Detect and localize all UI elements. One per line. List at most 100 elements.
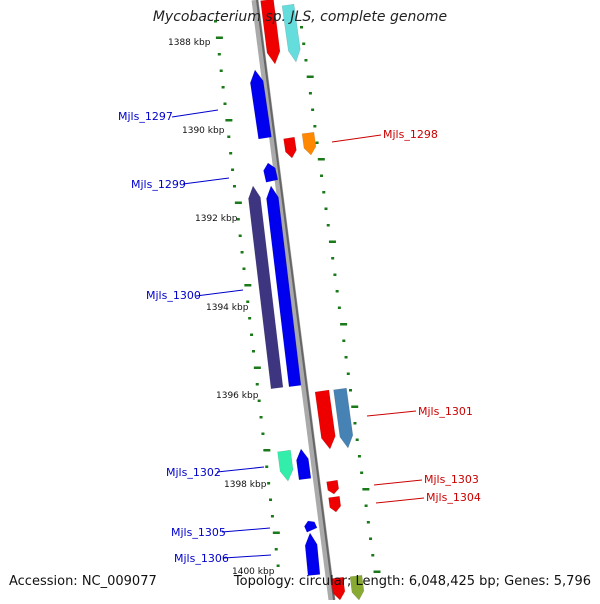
gene-mjls-1298b	[301, 131, 317, 156]
scale-tick-right	[342, 339, 346, 342]
genome-backbone	[251, 0, 336, 601]
scale-tick-right	[373, 570, 381, 573]
scale-tick-right	[340, 323, 348, 326]
leader-mjls-1302	[216, 466, 265, 473]
scale-tick-right	[351, 405, 359, 408]
scale-tick-left	[265, 465, 269, 468]
scale-tick-right	[304, 59, 308, 62]
scale-tick-left	[244, 284, 252, 287]
scale-label-1400: 1400 kbp	[232, 567, 275, 577]
gene-label-mjls-1304: Mjls_1304	[426, 491, 481, 504]
scale-tick-right	[324, 207, 328, 210]
scale-tick-right	[333, 273, 337, 276]
map-title: Mycobacterium sp. JLS, complete genome	[152, 9, 448, 25]
scale-tick-right	[337, 306, 341, 309]
scale-tick-left	[246, 300, 250, 303]
scale-tick-right	[308, 92, 312, 95]
scale-tick-left	[217, 53, 221, 56]
gene-label-mjls-1299: Mjls_1299	[131, 178, 186, 191]
scale-tick-right	[322, 191, 326, 194]
gene-red-bottom	[330, 576, 346, 601]
scale-tick-right	[366, 521, 370, 524]
gene-mjls-1304	[328, 495, 342, 513]
gene-mjls-1300	[248, 185, 284, 390]
scale-label-1396: 1396 kbp	[216, 391, 259, 401]
gene-mjls-1305	[304, 520, 318, 533]
gene-olive-bottom	[349, 574, 365, 601]
scale-tick-left	[223, 102, 227, 105]
scale-tick-left	[240, 251, 244, 254]
gene-label-mjls-1300: Mjls_1300	[146, 289, 201, 302]
scale-label-1390: 1390 kbp	[182, 126, 225, 136]
scale-tick-left	[236, 218, 240, 221]
scale-tick-right	[355, 438, 359, 441]
scale-tick-right	[344, 356, 348, 359]
scale-tick-left	[221, 86, 225, 89]
scale-label-1394: 1394 kbp	[206, 303, 249, 313]
gene-label-mjls-1298: Mjls_1298	[383, 128, 438, 141]
leader-mjls-1306	[223, 554, 272, 559]
scale-tick-left	[255, 383, 259, 386]
gene-mjls-1301	[314, 389, 336, 450]
scale-tick-right	[364, 504, 368, 507]
scale-tick-left	[263, 449, 271, 452]
scale-label-1392: 1392 kbp	[195, 214, 238, 224]
scale-tick-left	[251, 350, 255, 353]
gene-mjls-1306	[304, 532, 321, 576]
scale-tick-right	[346, 372, 350, 375]
scale-tick-right	[357, 455, 361, 458]
gene-mjls-1303	[326, 479, 340, 495]
gene-mjls-1299	[263, 162, 279, 183]
scale-tick-right	[306, 75, 314, 78]
scale-tick-right	[302, 42, 306, 45]
gene-red-top	[260, 0, 281, 65]
scale-tick-left	[253, 366, 261, 369]
scale-tick-right	[328, 240, 336, 243]
gene-label-mjls-1303: Mjls_1303	[424, 473, 479, 486]
scale-tick-right	[371, 554, 375, 557]
gene-mjls-1302	[277, 449, 294, 482]
scale-tick-right	[360, 471, 364, 474]
scale-tick-left	[225, 119, 233, 122]
scale-tick-right	[300, 26, 303, 29]
gene-cyan-top	[281, 3, 301, 63]
leader-mjls-1299	[182, 177, 230, 185]
scale-tick-left	[232, 185, 236, 188]
gene-mjls-1302b	[296, 448, 312, 481]
leader-mjls-1297	[171, 109, 219, 118]
scale-tick-left	[274, 548, 278, 551]
gene-label-mjls-1302: Mjls_1302	[166, 466, 221, 479]
scale-label-1398: 1398 kbp	[224, 480, 267, 490]
gene-label-mjls-1306: Mjls_1306	[174, 552, 229, 565]
scale-tick-right	[317, 158, 325, 161]
scale-tick-right	[349, 389, 353, 392]
scale-tick-left	[270, 515, 274, 518]
scale-tick-left	[219, 69, 223, 72]
genome-backbone-edge	[256, 0, 335, 601]
scale-tick-left	[214, 20, 217, 23]
gene-mjls-1298	[283, 136, 297, 159]
scale-tick-left	[261, 432, 265, 435]
scale-tick-right	[315, 141, 319, 144]
scale-tick-left	[259, 416, 263, 419]
scale-tick-right	[353, 422, 357, 425]
scale-tick-left	[227, 135, 231, 138]
scale-label-1388: 1388 kbp	[168, 38, 211, 48]
scale-tick-left	[267, 482, 271, 485]
scale-tick-left	[248, 317, 252, 320]
gene-mjls-1297	[250, 69, 272, 140]
gene-mjls-1300b	[266, 185, 302, 388]
scale-tick-right	[362, 488, 370, 491]
scale-tick-right	[320, 174, 324, 177]
gene-label-mjls-1301: Mjls_1301	[418, 405, 473, 418]
scale-tick-left	[238, 234, 242, 237]
leader-mjls-1298	[331, 134, 382, 143]
scale-tick-right	[331, 257, 335, 260]
leader-mjls-1300	[195, 289, 244, 297]
scale-tick-left	[242, 267, 246, 270]
scale-tick-left	[269, 498, 273, 501]
gene-label-mjls-1305: Mjls_1305	[171, 526, 226, 539]
scale-tick-right	[369, 537, 373, 540]
